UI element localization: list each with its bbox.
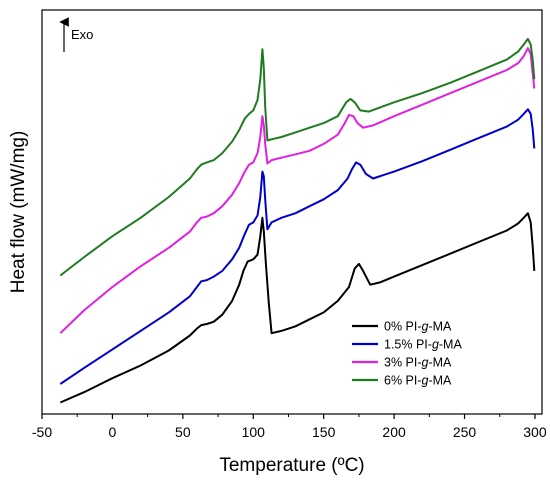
legend: 0% PI-g-MA 1.5% PI-g-MA 3% PI-g-MA 6% PI-g-… xyxy=(352,320,462,388)
exo-label: Exo xyxy=(71,27,93,42)
x-tick-label: 100 xyxy=(242,424,266,440)
legend-label: 3% PI-g-MA xyxy=(384,356,452,370)
x-axis: -50 0 50 100 150 200 250 300 xyxy=(32,414,547,440)
exo-annotation: Exo xyxy=(59,17,93,52)
x-tick-label: 150 xyxy=(312,424,336,440)
plot-frame xyxy=(41,9,543,415)
x-tick-label: 200 xyxy=(382,424,406,440)
x-tick-label: 300 xyxy=(523,424,547,440)
series-line-0 xyxy=(59,212,536,404)
legend-label: 0% PI-g-MA xyxy=(384,320,452,334)
x-axis-title: Temperature (ºC) xyxy=(219,455,364,476)
series-layer xyxy=(59,37,536,404)
series-line-1 xyxy=(59,108,536,385)
series-line-3 xyxy=(59,37,536,277)
x-tick-label: 250 xyxy=(453,424,477,440)
x-tick-label: 0 xyxy=(109,424,117,440)
series-line-2 xyxy=(59,47,536,334)
x-tick-label: 50 xyxy=(175,424,191,440)
x-tick-label: -50 xyxy=(32,424,52,440)
legend-label: 1.5% PI-g-MA xyxy=(384,338,462,352)
y-axis-title: Heat flow (mW/mg) xyxy=(8,131,29,294)
legend-label: 6% PI-g-MA xyxy=(384,374,452,388)
